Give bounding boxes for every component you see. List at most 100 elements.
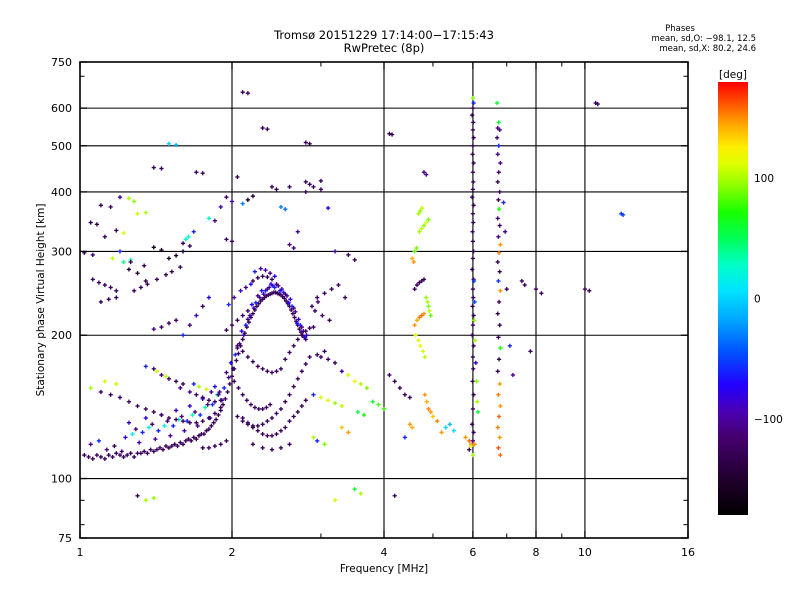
data-point (154, 447, 159, 452)
data-point (495, 311, 500, 316)
data-point (165, 419, 170, 424)
data-point (196, 384, 202, 389)
data-point (332, 498, 338, 503)
colorbar-tick-label: 0 (754, 294, 761, 306)
data-point (312, 308, 318, 313)
data-point (252, 269, 257, 274)
data-point (200, 171, 205, 176)
data-point (154, 369, 159, 374)
data-point (264, 405, 269, 410)
y-tick-label: 750 (51, 56, 72, 69)
data-point (497, 323, 502, 328)
data-point (254, 304, 259, 309)
data-point (229, 199, 235, 204)
data-point (420, 349, 426, 354)
data-point (428, 409, 433, 415)
data-point (194, 170, 199, 175)
data-point (232, 379, 237, 384)
data-point (430, 414, 436, 419)
colorbar-ticks: 100 0 −100 (754, 173, 783, 426)
data-point (470, 422, 475, 427)
data-point (151, 165, 156, 170)
data-point (98, 454, 104, 460)
data-point (364, 385, 370, 391)
data-point (326, 205, 331, 211)
data-point (496, 392, 501, 397)
data-point (471, 278, 477, 284)
data-point (232, 295, 237, 300)
data-point (121, 454, 126, 460)
phases-annotation-x-mode: mean, sd,X: 80.2, 24.6 (659, 44, 756, 54)
data-point (295, 376, 300, 381)
data-point (507, 343, 512, 348)
data-point (143, 406, 148, 412)
data-point (90, 252, 95, 257)
data-point (166, 256, 172, 261)
data-point (187, 420, 192, 425)
data-point (117, 395, 123, 400)
data-point (159, 325, 164, 330)
data-point (138, 285, 143, 290)
data-point (133, 427, 138, 432)
data-point (194, 392, 199, 397)
data-point (402, 435, 408, 440)
data-point (352, 257, 357, 262)
data-point (471, 135, 476, 140)
data-point (260, 274, 265, 279)
data-point (245, 317, 250, 322)
data-point (274, 431, 279, 437)
data-point (426, 406, 431, 412)
data-point (250, 194, 256, 199)
data-point (412, 249, 417, 254)
data-point (311, 325, 316, 330)
data-point (471, 120, 476, 125)
data-point (470, 438, 476, 443)
data-point (256, 406, 261, 412)
data-point (311, 392, 316, 397)
data-point (303, 140, 308, 145)
data-point (98, 203, 104, 208)
data-point (135, 271, 140, 276)
data-point (194, 313, 199, 318)
data-point (470, 239, 476, 244)
data-point (470, 143, 476, 148)
phases-annotation-heading: Phases (665, 24, 695, 34)
data-point (470, 379, 475, 384)
data-point (229, 374, 235, 379)
data-point (315, 352, 320, 357)
data-point (522, 282, 527, 288)
data-point (587, 288, 592, 293)
data-point (474, 379, 479, 384)
data-point (206, 216, 211, 221)
data-point (339, 403, 344, 409)
data-point (210, 402, 215, 407)
data-point (539, 291, 544, 296)
x-tick-label: 6 (469, 546, 476, 559)
data-point (143, 415, 148, 421)
data-point (417, 229, 422, 234)
data-point (117, 195, 123, 200)
data-point (296, 317, 301, 322)
data-point (424, 399, 429, 404)
data-point (121, 259, 126, 265)
data-point (255, 364, 260, 369)
phases-annotation-o-mode: mean, sd,O: −98.1, 12.5 (651, 34, 756, 44)
data-point (218, 405, 223, 410)
data-point (108, 204, 113, 210)
data-point (407, 422, 412, 427)
data-point (326, 357, 331, 362)
data-point (148, 447, 153, 452)
data-point (291, 384, 296, 389)
data-point (174, 417, 179, 422)
data-point (274, 411, 279, 416)
data-point (249, 302, 255, 307)
data-point (169, 269, 174, 274)
data-point (424, 220, 429, 225)
data-point (212, 218, 218, 223)
data-point (412, 287, 417, 292)
data-point (233, 352, 238, 357)
data-point (291, 245, 296, 251)
data-point (142, 263, 147, 268)
colorbar-unit-label: [deg] (719, 69, 747, 81)
